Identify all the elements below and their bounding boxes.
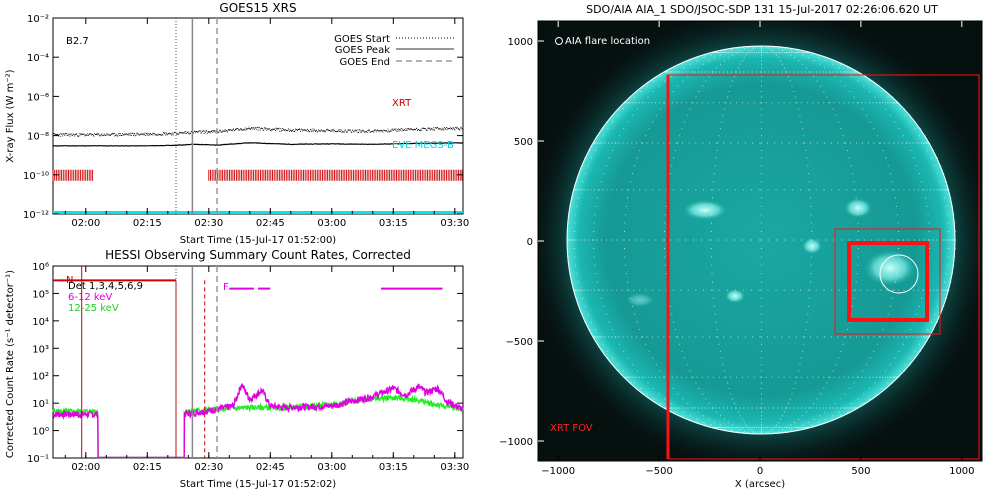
hessi-y-tick-label: 10² — [32, 372, 49, 383]
goes-y-tick-label: 10⁻¹² — [23, 210, 49, 221]
goes-legend-end-label: GOES End — [340, 57, 390, 68]
xrt-outer-box — [834, 228, 941, 335]
aia-flare-location-legend: AIA flare location — [555, 36, 650, 47]
aia-flare-location-marker-icon — [555, 37, 563, 45]
hessi-x-axis-label: Start Time (15-Jul-17 01:52:02) — [180, 479, 337, 490]
solar-y-tick-label: 0 — [527, 237, 533, 248]
solar-active-regions — [626, 198, 916, 307]
hessi-y-tick-label: 10⁰ — [32, 427, 49, 438]
solar-y-tick-label: −500 — [506, 337, 533, 348]
solar-y-tick-label: 500 — [514, 137, 533, 148]
hessi-y-tick-label: 10¹ — [32, 399, 49, 410]
hessi-y-tick-label: 10³ — [32, 344, 49, 355]
hessi-y-tick-label: 10⁴ — [32, 317, 49, 328]
xrt-fov-label: XRT FOV — [550, 423, 593, 434]
hessi-y-tick-label: 10⁶ — [32, 262, 49, 273]
goes-x-axis-label: Start Time (15-Jul-17 01:52:00) — [180, 235, 337, 246]
hessi-night-flag-label: N — [66, 275, 73, 286]
goes-x-tick-label: 03:30 — [440, 218, 469, 229]
goes-y-tick-label: 10⁻⁴ — [27, 53, 49, 64]
solar-panel: SDO/AIA AIA_1 SDO/JSOC-SDP 131 15-Jul-20… — [499, 3, 983, 490]
goes-y-tick-label: 10⁻⁶ — [27, 92, 49, 103]
hessi-6-12kev-line — [52, 382, 464, 459]
goes-eve-annotation: EVE MEGS-B — [392, 140, 454, 151]
goes-long-channel-line — [52, 141, 463, 147]
aia-flare-location-label: AIA flare location — [565, 36, 650, 47]
hessi-plot-frame — [52, 265, 464, 459]
hessi-y-tick-label: 10⁵ — [32, 289, 49, 300]
hessi-x-tick-label: 02:30 — [194, 462, 223, 473]
solar-title: SDO/AIA AIA_1 SDO/JSOC-SDP 131 15-Jul-20… — [586, 3, 938, 16]
hessi-y-axis-label: Corrected Count Rate (s⁻¹ detector⁻¹) — [5, 270, 16, 458]
hessi-legend: Det 1,3,4,5,6,9 6-12 keV 12-25 keV — [68, 281, 143, 314]
goes-eve-coverage-0 — [53, 211, 463, 214]
hessi-x-tick-label: 03:00 — [317, 462, 346, 473]
hessi-legend-detectors: Det 1,3,4,5,6,9 — [68, 281, 143, 292]
xrt-inner-box — [847, 241, 929, 322]
solar-x-tick-label: 1000 — [949, 466, 974, 477]
goes-x-tick-label: 02:00 — [71, 218, 100, 229]
goes-panel: GOES15 XRS 02:00 02:15 02:30 02:45 03:00 03:1… — [5, 1, 469, 246]
solar-y-tick-label: −1000 — [499, 437, 533, 448]
solar-x-tick-label: 0 — [757, 466, 763, 477]
goes-legend-peak-label: GOES Peak — [335, 45, 390, 56]
goes-x-tick-label: 02:45 — [256, 218, 285, 229]
solar-x-tick-label: −1000 — [541, 466, 575, 477]
goes-x-tick-label: 03:15 — [379, 218, 408, 229]
goes-y-tick-label: 10⁻¹⁰ — [23, 171, 49, 182]
goes-class-label: B2.7 — [66, 36, 89, 47]
hessi-legend-6-12kev: 6-12 keV — [68, 292, 112, 303]
hessi-y-tick-label: 10⁻¹ — [27, 454, 49, 465]
hessi-legend-12-25kev: 12-25 keV — [68, 303, 119, 314]
goes-x-tick-label: 02:30 — [194, 218, 223, 229]
aia-flare-location-circle — [879, 254, 919, 294]
hessi-x-tick-label: 03:15 — [379, 462, 408, 473]
goes-x-tick-label: 02:15 — [133, 218, 162, 229]
hessi-panel: HESSI Observing Summary Count Rates, Cor… — [5, 248, 469, 490]
hessi-title: HESSI Observing Summary Count Rates, Cor… — [105, 248, 411, 262]
goes-legend: GOES Start GOES Peak GOES End — [334, 34, 454, 68]
solar-x-tick-label: −500 — [645, 466, 672, 477]
goes-y-axis-label: X-ray Flux (W m⁻²) — [5, 69, 16, 162]
hessi-x-tick-label: 02:15 — [133, 462, 162, 473]
goes-xrt-coverage-1 — [208, 169, 463, 181]
hessi-x-tick-label: 02:45 — [256, 462, 285, 473]
goes-y-tick-label: 10⁻² — [27, 14, 49, 25]
goes-legend-start-label: GOES Start — [334, 34, 390, 45]
goes-x-tick-label: 03:00 — [317, 218, 346, 229]
solar-x-tick-label: 500 — [851, 466, 870, 477]
goes-title: GOES15 XRS — [219, 1, 296, 15]
hessi-x-tick-label: 03:30 — [440, 462, 469, 473]
hessi-x-tick-label: 02:00 — [71, 462, 100, 473]
goes-y-tick-label: 10⁻⁸ — [27, 132, 49, 143]
hessi-flare-flag-label: F — [223, 282, 229, 293]
solar-y-tick-label: 1000 — [508, 37, 533, 48]
solar-limb — [566, 45, 956, 435]
solar-x-axis-label: X (arcsec) — [735, 479, 785, 490]
goes-xrt-annotation: XRT — [392, 98, 412, 109]
